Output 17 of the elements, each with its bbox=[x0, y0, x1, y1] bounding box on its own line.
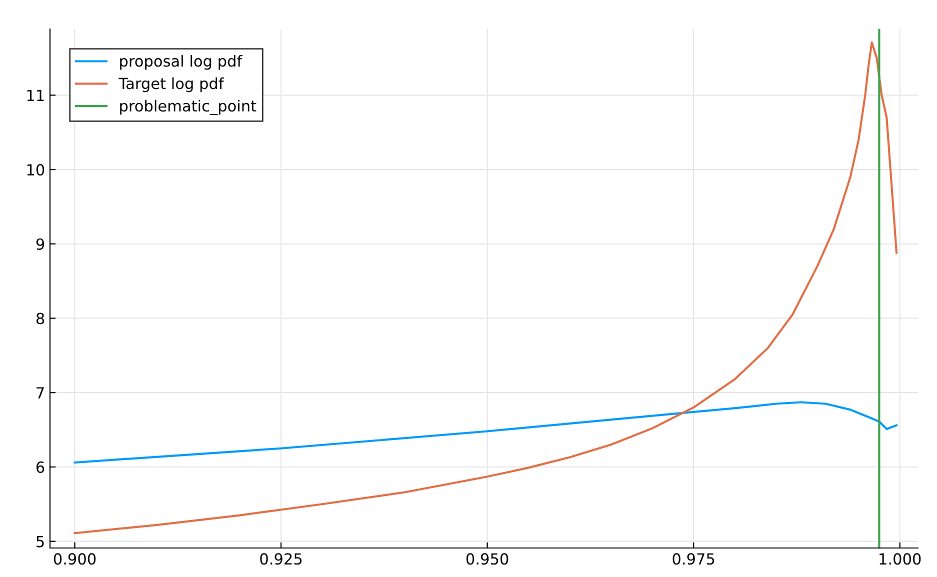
legend-label: proposal log pdf bbox=[120, 54, 242, 70]
x-tick-label: 0.975 bbox=[672, 553, 714, 565]
y-tick-label: 5 bbox=[36, 536, 44, 548]
y-tick-label: 9 bbox=[36, 238, 44, 250]
x-tick-label: 0.950 bbox=[466, 553, 508, 565]
legend-label: Target log pdf bbox=[118, 77, 224, 92]
y-tick-label: 8 bbox=[36, 312, 44, 324]
x-tick-label: 0.900 bbox=[54, 553, 96, 565]
y-tick-label: 10 bbox=[27, 164, 44, 176]
line-series bbox=[74, 41, 898, 534]
y-tick-label: 11 bbox=[27, 90, 44, 101]
y-tick-label: 7 bbox=[36, 387, 44, 398]
x-tick-label: 1.000 bbox=[880, 553, 921, 565]
legend-label: problematic_point bbox=[120, 100, 256, 116]
line-series bbox=[74, 401, 898, 464]
x-tick-label: 0.925 bbox=[260, 553, 302, 565]
y-tick-label: 6 bbox=[36, 461, 44, 473]
